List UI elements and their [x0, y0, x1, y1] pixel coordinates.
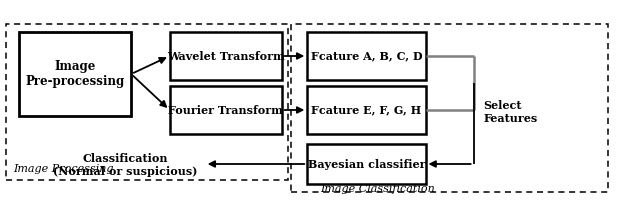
Text: Classification
(Normal or suspicious): Classification (Normal or suspicious) — [52, 153, 197, 177]
Bar — [170, 86, 282, 134]
Text: Wavelet Transform: Wavelet Transform — [167, 50, 284, 62]
Bar — [291, 24, 608, 192]
Text: Image
Pre-processing: Image Pre-processing — [26, 60, 125, 88]
Text: Image Classification: Image Classification — [320, 184, 435, 194]
Text: Fcature A, B, C, D: Fcature A, B, C, D — [310, 50, 422, 62]
Bar — [170, 32, 282, 80]
Bar — [307, 86, 426, 134]
Text: Select
Features: Select Features — [483, 100, 538, 124]
Text: Fcature E, F, G, H: Fcature E, F, G, H — [311, 104, 422, 116]
Text: Image Processing: Image Processing — [13, 164, 113, 174]
Bar — [307, 144, 426, 184]
Bar — [19, 32, 131, 116]
Bar — [6, 24, 288, 180]
Text: Bayesian classifier: Bayesian classifier — [308, 158, 425, 170]
Bar — [307, 32, 426, 80]
Text: Fourier Transform: Fourier Transform — [168, 104, 283, 116]
